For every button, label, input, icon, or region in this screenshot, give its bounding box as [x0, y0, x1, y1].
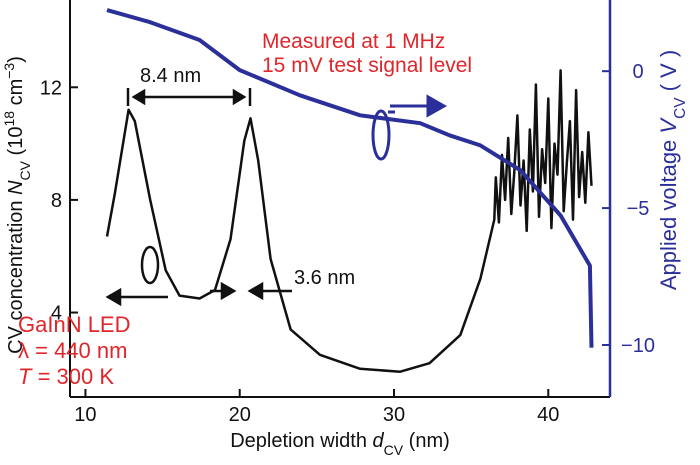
annotation-part: 15 mV test signal level [262, 54, 472, 77]
y2-tick-label: −10 [621, 335, 655, 357]
y-axis-label-part: ) [5, 56, 27, 63]
annotation: GaInN LED [18, 312, 131, 337]
y-axis-label-part: cm [5, 79, 27, 111]
annotation-part: Measured at 1 MHz [262, 30, 445, 53]
data-line [106, 8, 594, 348]
x-tick-label: 20 [229, 404, 251, 426]
x-tick-label: 40 [537, 404, 559, 426]
annotation: λ = 440 nm [18, 338, 127, 363]
y2-axis-label-part: ( V ) [656, 50, 681, 98]
x-axis-label-part: (nm) [403, 430, 450, 452]
y-tick-label: 4 [51, 303, 62, 325]
y-axis-label-part: −3 [1, 63, 17, 79]
x-axis-label-part: Depletion width [230, 430, 372, 452]
annotation-part: λ = 440 nm [18, 338, 127, 363]
y2-axis-label-part: CV [672, 97, 689, 119]
y-axis-label-part: N [5, 180, 27, 195]
x-axis-label: Depletion width dCV (nm) [230, 430, 450, 458]
x-axis-label-part: CV [384, 442, 404, 458]
y2-axis-label-part: V [656, 117, 681, 134]
x-tick-label: 10 [74, 404, 96, 426]
y-axis-label: CV concentration NCV (1018 cm−3) [1, 56, 33, 354]
annotation: 8.4 nm [140, 65, 201, 87]
annotation-part: 3.6 nm [294, 267, 355, 289]
annotation: Measured at 1 MHz [262, 30, 445, 53]
y2-tick-label: −5 [627, 198, 650, 220]
annotation: 15 mV test signal level [262, 54, 472, 77]
y2-axis-label: Applied voltage VCV ( V ) [656, 50, 689, 290]
x-tick-label: 30 [383, 404, 405, 426]
y2-tick-label: 0 [632, 61, 643, 83]
annotation-part: T [18, 364, 33, 389]
y-tick-label: 8 [51, 190, 62, 212]
annotation-part: 8.4 nm [140, 65, 201, 87]
annotation: 3.6 nm [294, 267, 355, 289]
y-tick-label: 12 [40, 77, 62, 99]
y2-axis-label-part: Applied voltage [656, 134, 681, 291]
data-line [105, 69, 593, 373]
y-axis-label-part: CV [17, 160, 33, 180]
annotation-part: GaInN LED [18, 312, 131, 337]
annotation-loop [371, 94, 448, 161]
y-axis-label-part: CV concentration [5, 195, 27, 354]
y-axis-label-part: (10 [5, 127, 27, 161]
y-axis-label-part: 18 [1, 111, 17, 127]
annotation: T = 300 K [18, 364, 114, 389]
annotation-part: = 300 K [31, 364, 114, 389]
x-axis-label-part: d [373, 430, 385, 452]
